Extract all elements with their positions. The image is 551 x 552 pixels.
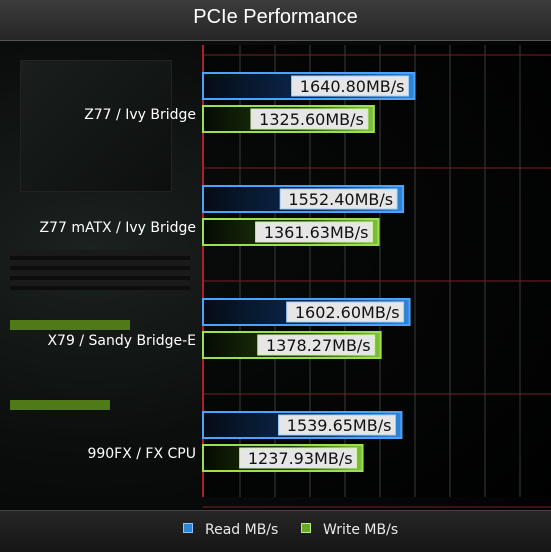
value-label: 1378.27MB/s	[266, 336, 371, 355]
category-label: X79 / Sandy Bridge-E	[47, 333, 196, 349]
value-label-box	[239, 447, 358, 469]
value-label: 1552.40MB/s	[288, 190, 393, 209]
value-label: 1539.65MB/s	[287, 416, 392, 435]
legend	[0, 510, 551, 552]
background-slot-green	[10, 320, 130, 330]
value-label: 1361.63MB/s	[264, 223, 369, 242]
title-bar: PCIe Performance	[0, 0, 551, 41]
value-label-box	[250, 108, 369, 130]
background-slot-green-2	[10, 400, 110, 410]
value-label: 1640.80MB/s	[300, 77, 405, 96]
value-label-box	[257, 334, 376, 356]
category-label: 990FX / FX CPU	[87, 446, 196, 462]
category-label: Z77 mATX / Ivy Bridge	[39, 220, 196, 236]
chart-plot: Z77 / Ivy Bridge 1640.80MB/s 1325.60MB/s Z7…	[39, 45, 551, 508]
legend-label-write: Write MB/s	[323, 522, 399, 538]
value-label-box	[278, 414, 396, 436]
chart-title: PCIe Performance	[193, 6, 358, 28]
legend-swatch-read	[183, 523, 193, 533]
value-label: 1602.60MB/s	[295, 303, 400, 322]
legend-swatch-write	[301, 523, 311, 533]
category-label: Z77 / Ivy Bridge	[84, 107, 196, 123]
value-label-box	[255, 221, 373, 243]
value-label-box	[291, 75, 409, 97]
legend-label-read: Read MB/s	[205, 522, 279, 538]
value-label-box	[286, 301, 405, 323]
value-label: 1325.60MB/s	[259, 110, 364, 129]
background-heatsink	[20, 60, 172, 192]
background-dimm	[10, 250, 190, 290]
value-label: 1237.93MB/s	[248, 449, 353, 468]
value-label-box	[279, 188, 398, 210]
legend-item-read: Read MB/s	[183, 522, 278, 538]
legend-item-write: Write MB/s	[301, 522, 398, 538]
